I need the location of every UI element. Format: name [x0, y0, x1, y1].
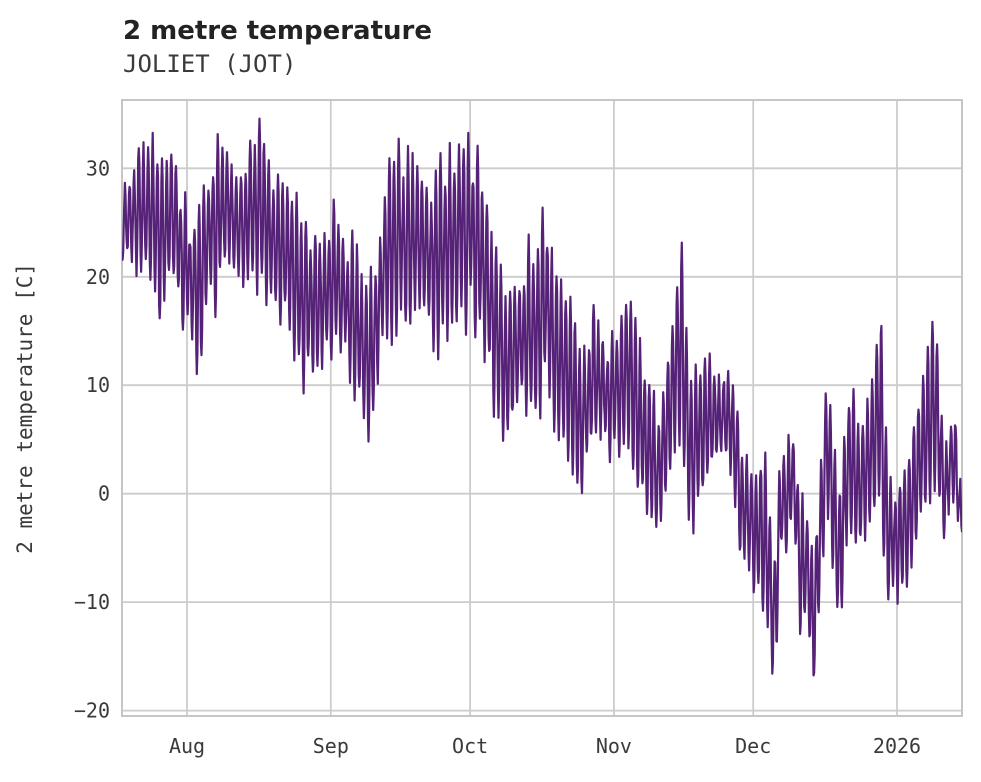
x-tick-label: 2026: [873, 734, 921, 758]
x-tick-label: Nov: [596, 734, 632, 758]
plot-border: [121, 99, 963, 717]
y-tick-label: −10: [74, 590, 110, 614]
chart-subtitle: JOLIET (JOT): [123, 50, 297, 78]
y-tick-label: −20: [74, 699, 110, 723]
x-tick-label: Oct: [452, 734, 488, 758]
x-tick-label: Aug: [169, 734, 205, 758]
y-tick-label: 0: [98, 482, 110, 506]
chart-title: 2 metre temperature: [123, 16, 432, 46]
y-tick-label: 30: [86, 156, 110, 180]
y-tick-label: 10: [86, 373, 110, 397]
y-tick-label: 20: [86, 265, 110, 289]
x-tick-label: Dec: [735, 734, 771, 758]
x-tick-label: Sep: [313, 734, 349, 758]
temperature-line: [122, 117, 962, 677]
